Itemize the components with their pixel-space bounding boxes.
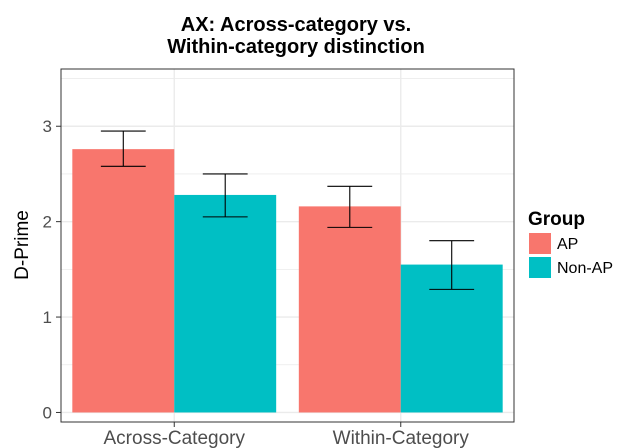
y-tick-label: 3 [43,117,52,136]
y-tick-label: 2 [43,213,52,232]
y-tick-label: 1 [43,308,52,327]
bar [298,206,401,413]
legend-key [529,233,551,254]
bar [174,194,277,413]
y-axis-ticks: 0 1 2 3 [43,117,61,422]
x-tick-label: Across-Category [104,428,246,448]
y-tick-label: 0 [43,403,52,422]
chart-title-line-2: Within-category distinction [167,36,425,58]
plot-panel-border [60,68,515,423]
legend-label: AP [557,236,578,253]
legend-key [529,257,551,278]
legend: Group AP Non-AP [528,209,613,278]
x-tick-label: Within-Category [333,428,470,448]
error-bars [100,130,475,290]
bar [72,149,175,413]
bars [72,149,503,413]
legend-title: Group [528,209,585,230]
legend-label: Non-AP [557,260,613,277]
chart-title-line-1: AX: Across-category vs. [181,14,411,36]
y-axis-label: D-Prime [12,210,33,280]
x-axis-ticks: Across-Category Within-Category [104,422,470,448]
